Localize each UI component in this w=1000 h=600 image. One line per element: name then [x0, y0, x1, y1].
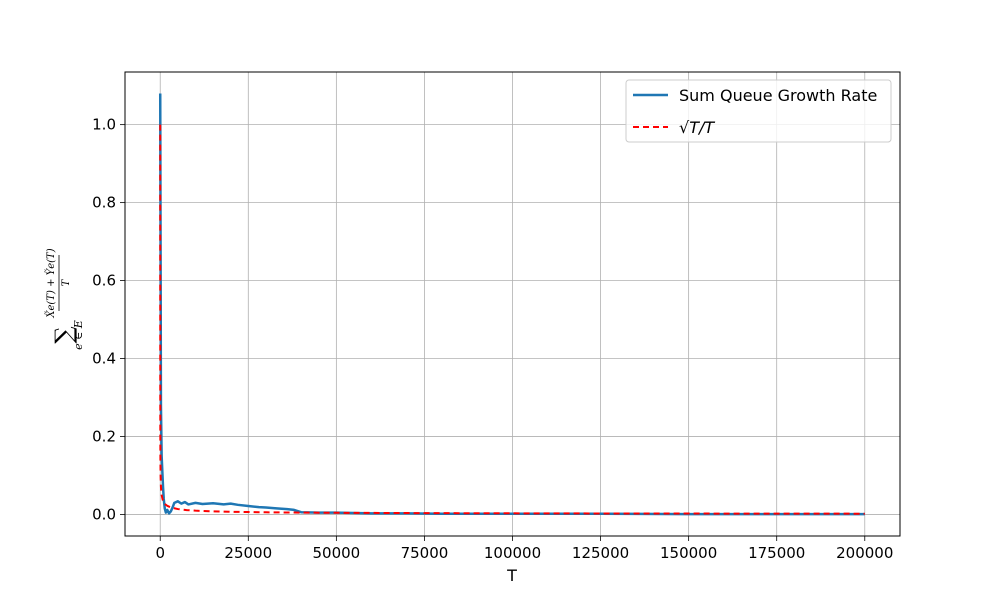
- x-tick-label: 75000: [401, 544, 449, 562]
- y-axis: 0.0 0.2 0.4 0.6 0.8 1.0: [92, 116, 125, 524]
- y-axis-label-denominator: T: [61, 278, 72, 286]
- y-tick-label: 0.4: [92, 350, 116, 368]
- series-line-2: [159, 124, 865, 515]
- x-axis: 0 25000 50000 75000 100000 125000 150000 175000…: [155, 536, 893, 562]
- legend-label-series-2: √T/T: [679, 118, 715, 137]
- y-tick-label: 1.0: [92, 116, 116, 134]
- x-tick-label: 0: [155, 544, 165, 562]
- y-axis-label-sum: ∑: [50, 326, 78, 343]
- series-line-1: [158, 93, 865, 516]
- x-tick-label: 200000: [836, 544, 893, 562]
- series-layer: [158, 93, 865, 516]
- y-tick-label: 0.8: [92, 194, 116, 212]
- x-tick-label: 175000: [748, 544, 805, 562]
- x-tick-label: 150000: [660, 544, 717, 562]
- x-axis-label: T: [506, 566, 517, 585]
- y-axis-label-subscript: e ∈ E: [72, 320, 85, 350]
- y-tick-label: 0.0: [92, 506, 116, 524]
- x-tick-label: 125000: [572, 544, 629, 562]
- y-tick-label: 0.6: [92, 272, 116, 290]
- y-tick-label: 0.2: [92, 428, 116, 446]
- y-axis-label-numerator: X̃e(T) + Ỹe(T): [45, 248, 57, 318]
- x-tick-label: 25000: [224, 544, 272, 562]
- y-axis-label: ∑ e ∈ E X̃e(T) + Ỹe(T) T: [45, 248, 85, 350]
- legend-label-series-1: Sum Queue Growth Rate: [679, 86, 877, 105]
- legend-box: [625, 79, 892, 143]
- legend: Sum Queue Growth Rate √T/T: [625, 79, 892, 143]
- x-tick-label: 100000: [484, 544, 541, 562]
- x-tick-label: 50000: [313, 544, 361, 562]
- grid: [125, 72, 900, 536]
